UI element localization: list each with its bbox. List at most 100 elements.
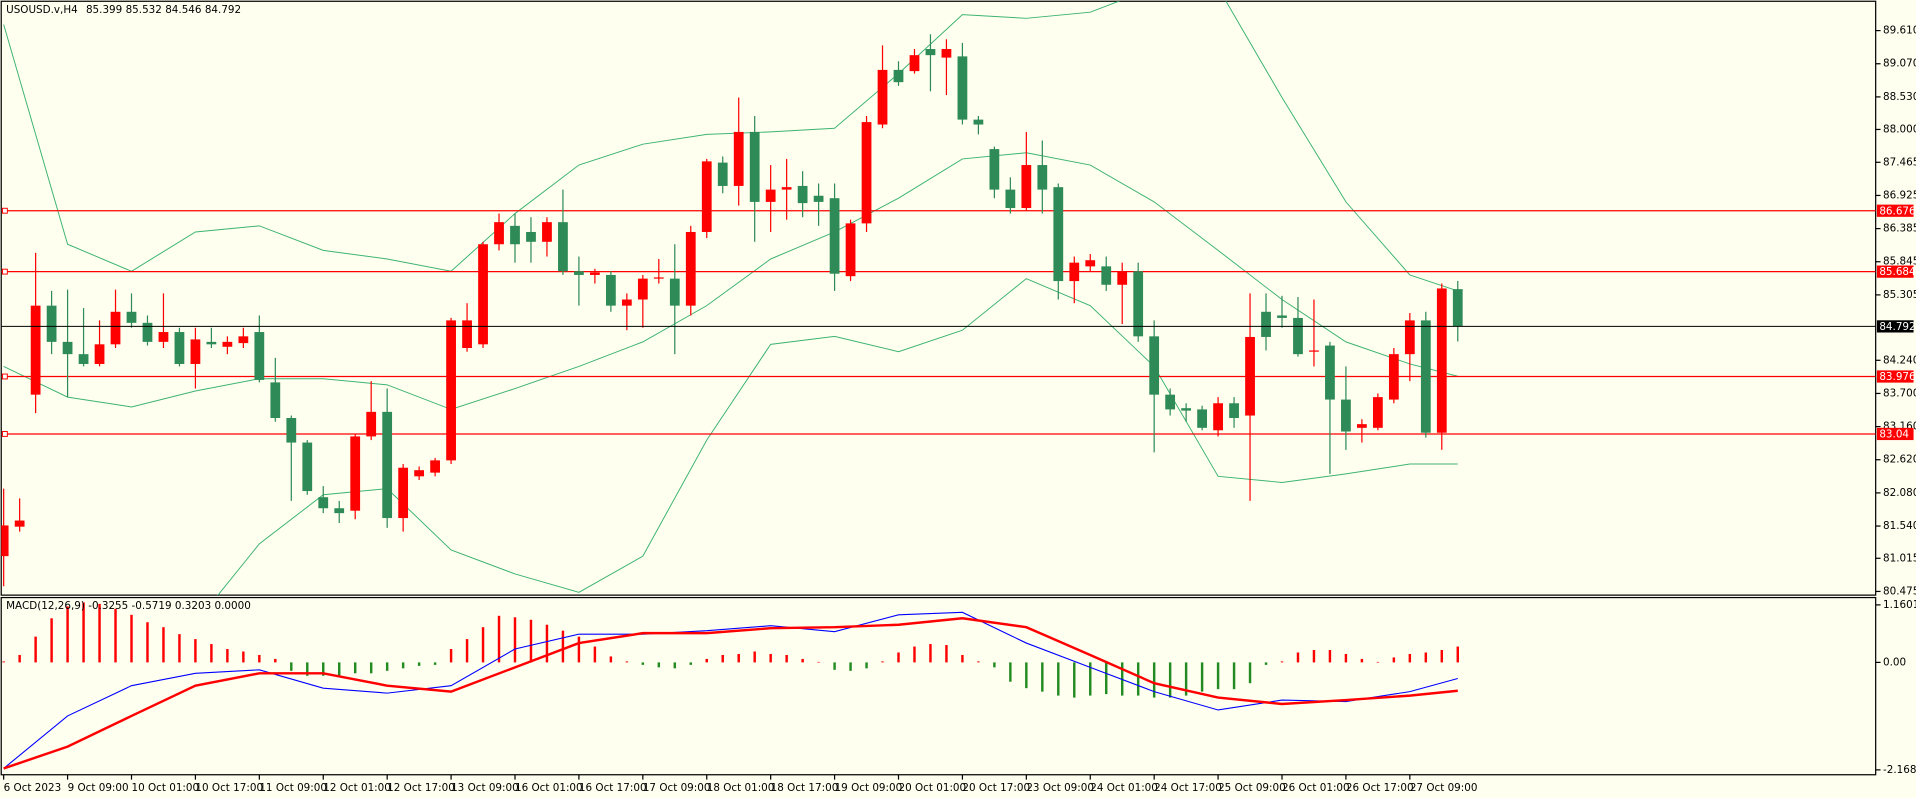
macd-bar	[785, 654, 788, 663]
y-tick-label: 89.610	[1883, 25, 1916, 37]
candle-body	[957, 56, 968, 120]
level-label-box	[1876, 204, 1914, 217]
candle-body	[621, 299, 632, 306]
candle-body	[590, 272, 600, 275]
candle-body	[973, 119, 984, 125]
macd-bar	[1296, 652, 1300, 663]
macd-bar	[465, 639, 469, 663]
candle-body	[701, 161, 712, 232]
symbol: USOUSD.v,H4	[6, 4, 78, 16]
macd-bar	[609, 656, 613, 663]
candle-body	[1372, 397, 1383, 428]
x-tick-label: 10 Oct 01:00	[131, 782, 199, 794]
macd-bar	[689, 662, 692, 665]
macd-bar	[481, 627, 485, 663]
candle-body	[558, 222, 568, 272]
main-plot	[1, 1, 1876, 596]
x-tick-label: 23 Oct 09:00	[1026, 782, 1094, 794]
candle-body	[1101, 266, 1112, 285]
candle-body	[478, 244, 488, 345]
x-tick-label: 25 Oct 09:00	[1218, 782, 1286, 794]
macd-bar	[1041, 662, 1044, 692]
macd-bar	[657, 662, 661, 668]
candle-body	[46, 305, 57, 342]
macd-main-line	[3, 611, 1458, 769]
candle-body	[270, 382, 281, 418]
candle-body	[190, 339, 201, 364]
y-tick-label: 85.305	[1883, 289, 1916, 301]
band-middle	[3, 152, 1458, 410]
candle-body	[382, 411, 393, 519]
x-tick-label: 18 Oct 01:00	[707, 782, 775, 794]
level-label-box	[1876, 427, 1914, 441]
x-tick-label: 24 Oct 17:00	[1154, 782, 1222, 794]
macd-bar	[1089, 662, 1092, 696]
y-tick-label: 80.475	[1883, 585, 1916, 597]
candle-body	[1452, 289, 1463, 327]
macd-bar	[961, 654, 964, 663]
x-tick-label: 18 Oct 17:00	[771, 782, 839, 794]
candle-body	[845, 223, 856, 277]
macd-bar	[593, 646, 597, 663]
y-tick-label: 88.000	[1883, 123, 1916, 135]
macd-bar	[641, 662, 645, 665]
macd-bar	[401, 662, 405, 669]
candle-body	[765, 189, 776, 202]
candle-body	[1309, 350, 1319, 352]
level-label-box	[1876, 370, 1914, 383]
macd-bar	[1328, 650, 1332, 663]
current-price-label: 84.792	[1879, 321, 1915, 333]
level-label: 86.676	[1879, 205, 1915, 217]
y-tick-label: 82.080	[1883, 487, 1916, 499]
candle-body	[829, 198, 840, 274]
candle-body	[286, 417, 297, 443]
y-tick-label: 88.530	[1883, 91, 1916, 103]
level-anchor	[1, 268, 8, 275]
macd-bar	[561, 630, 565, 663]
macd-bar	[497, 615, 501, 663]
candle-body	[909, 55, 920, 72]
candle-body	[1293, 317, 1303, 355]
candle-body	[110, 311, 121, 345]
axes: 89.610 89.070 88.530 88.000 87.465 86.925 86.3…	[3, 25, 1916, 794]
macd-bar	[18, 654, 21, 663]
level-label: 83.976	[1879, 371, 1915, 383]
candle-body	[1133, 271, 1144, 337]
candle-body	[1165, 394, 1176, 410]
macd-bar	[1344, 653, 1348, 663]
macd-bar	[226, 649, 229, 663]
macd-bar	[1376, 661, 1380, 663]
candle-body	[1341, 399, 1351, 432]
macd-bar	[1408, 653, 1412, 663]
candle-body	[30, 305, 41, 395]
candle-body	[733, 131, 744, 186]
candle-body	[366, 411, 377, 437]
macd-bar	[1057, 662, 1060, 696]
candle-body	[78, 354, 89, 364]
level-anchor	[1, 207, 8, 214]
macd-bar	[945, 645, 948, 663]
macd-bar	[769, 653, 772, 663]
x-tick-label: 24 Oct 01:00	[1090, 782, 1158, 794]
candle-body	[238, 336, 249, 344]
x-tick-label: 20 Oct 17:00	[962, 782, 1030, 794]
x-tick-label: 16 Oct 17:00	[579, 782, 647, 794]
level-label: 83.04	[1879, 429, 1909, 441]
macd-panel	[0, 596, 1877, 776]
candle-body	[1149, 336, 1160, 395]
candle-body	[142, 322, 153, 342]
candle-body	[222, 341, 233, 347]
x-tick-label: 6 Oct 2023	[4, 782, 62, 794]
x-tick-label: 19 Oct 09:00	[835, 782, 903, 794]
candle-body	[254, 332, 265, 380]
macd-bar	[385, 662, 389, 671]
y-tick-label: 81.540	[1883, 520, 1916, 532]
candle-body	[542, 222, 552, 242]
candle-body	[334, 508, 345, 514]
macd-bar	[338, 662, 341, 678]
macd-bar	[114, 608, 117, 663]
macd-bar	[130, 614, 133, 663]
candle-body	[1436, 288, 1447, 433]
